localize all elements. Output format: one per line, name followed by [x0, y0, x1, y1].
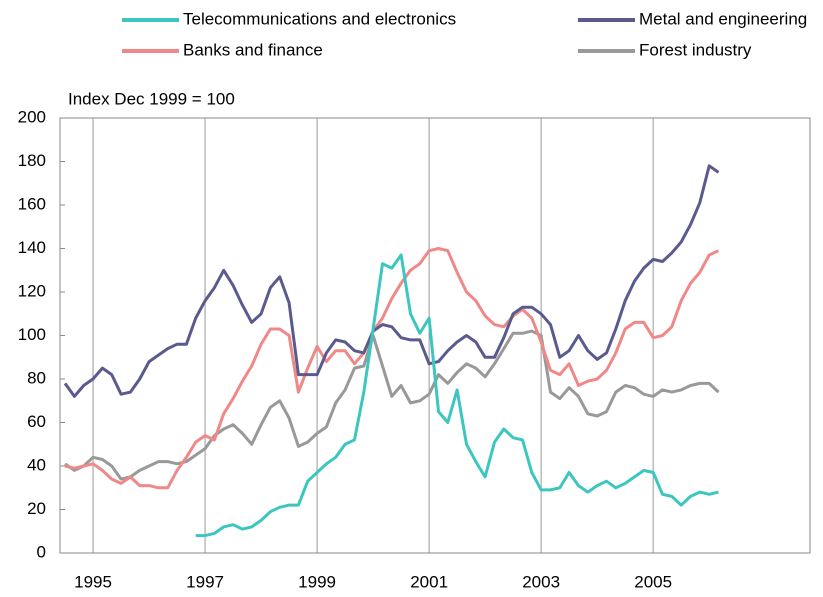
series-line [64, 329, 720, 481]
x-tick-label: 1997 [186, 572, 224, 591]
y-tick-label: 160 [18, 194, 46, 213]
y-tick-label: 40 [27, 455, 46, 474]
x-tick-label: 2003 [522, 572, 560, 591]
x-tick-label: 1999 [298, 572, 336, 591]
y-tick-label: 0 [37, 542, 46, 561]
y-tick-label: 140 [18, 238, 46, 257]
y-tick-label: 100 [18, 325, 46, 344]
legend-label: Forest industry [639, 40, 752, 59]
x-tick-label: 2005 [634, 572, 672, 591]
series-line [63, 164, 720, 398]
legend-label: Banks and finance [183, 40, 323, 59]
plot-frame [59, 117, 811, 554]
y-tick-label: 180 [18, 151, 46, 170]
y-tick-label: 60 [27, 412, 46, 431]
x-tick-label: 1995 [74, 572, 112, 591]
y-tick-label: 80 [27, 368, 46, 387]
y-tick-label: 200 [18, 107, 46, 126]
legend-label: Telecommunications and electronics [183, 9, 456, 28]
series-line [64, 247, 720, 490]
y-axis-label: Index Dec 1999 = 100 [68, 89, 235, 108]
y-tick-label: 120 [18, 281, 46, 300]
x-tick-label: 2001 [410, 572, 448, 591]
legend-label: Metal and engineering [639, 9, 807, 28]
y-tick-label: 20 [27, 499, 46, 518]
series-line [195, 253, 719, 538]
